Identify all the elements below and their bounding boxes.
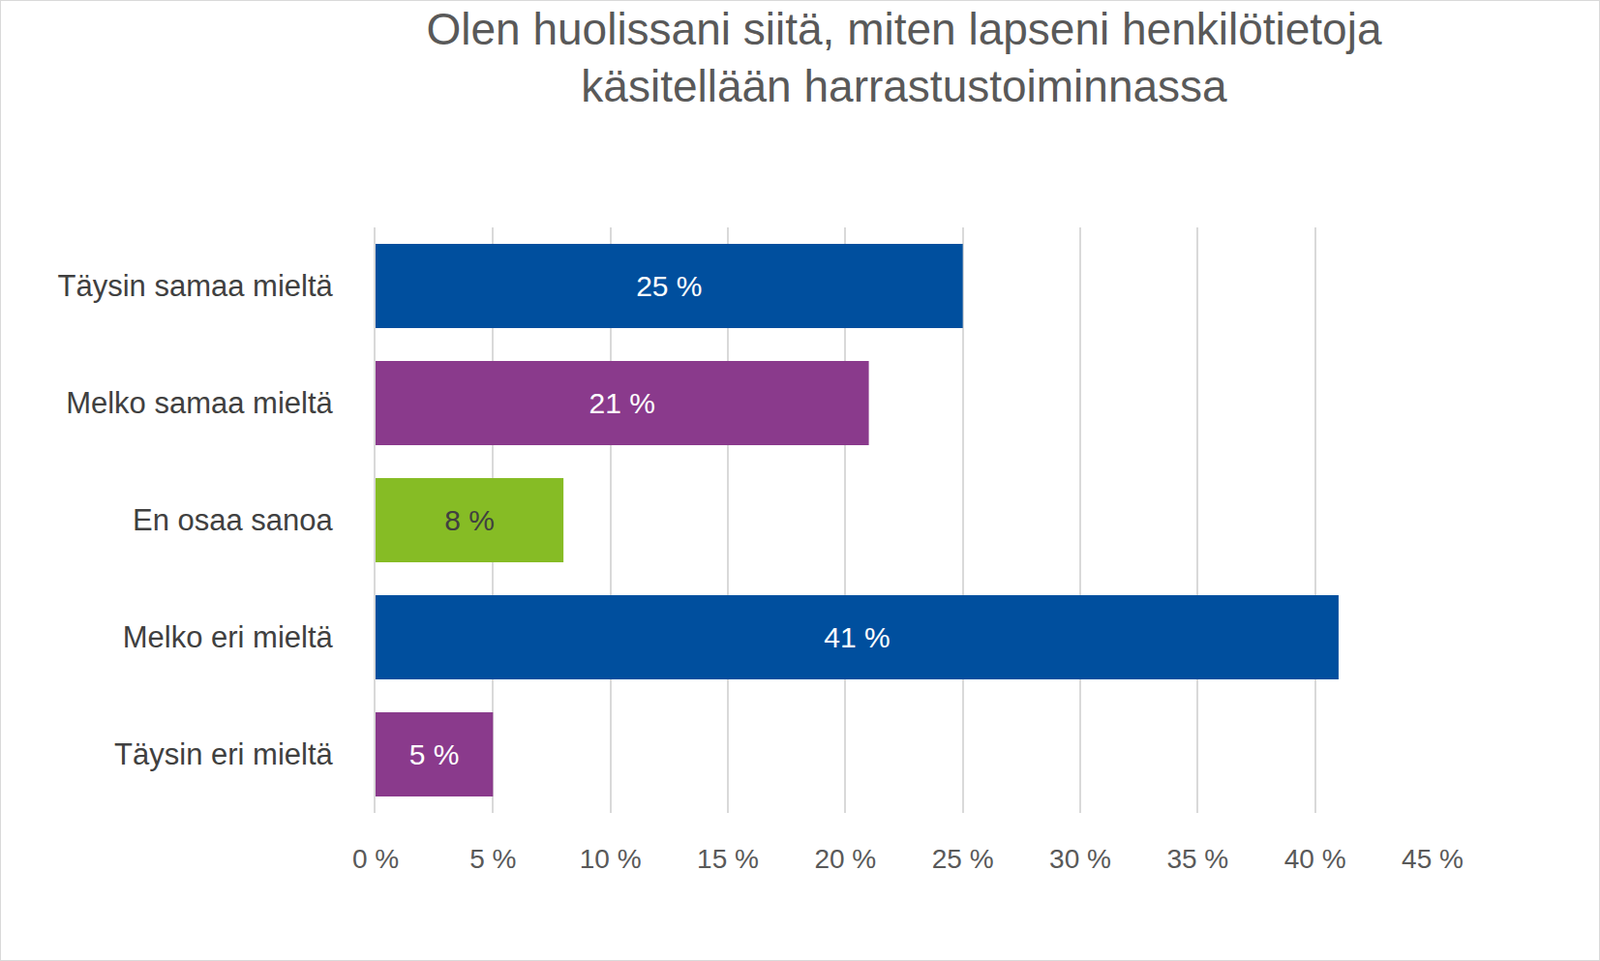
svg-text:Olen huolissani siitä, miten l: Olen huolissani siitä, miten lapseni hen…	[425, 3, 1382, 113]
svg-text:Melko samaa mieltä: Melko samaa mieltä	[65, 386, 333, 421]
svg-text:Täysin samaa mieltä: Täysin samaa mieltä	[58, 269, 334, 303]
svg-text:Melko eri mieltä: Melko eri mieltä	[122, 620, 334, 655]
svg-text:En osaa sanoa: En osaa sanoa	[132, 503, 334, 538]
svg-text:40 %: 40 %	[1284, 844, 1347, 875]
svg-text:15 %: 15 %	[696, 844, 759, 875]
svg-text:0 %: 0 %	[352, 844, 399, 875]
svg-text:10 %: 10 %	[579, 844, 642, 875]
svg-text:45 %: 45 %	[1401, 844, 1464, 875]
svg-text:5 %: 5 %	[469, 844, 516, 875]
svg-text:Täysin eri mieltä: Täysin eri mieltä	[114, 737, 333, 772]
svg-text:25 %: 25 %	[635, 270, 702, 302]
svg-text:8 %: 8 %	[444, 504, 495, 537]
svg-text:25 %: 25 %	[932, 844, 995, 875]
svg-text:21 %: 21 %	[589, 387, 656, 420]
svg-text:5 %: 5 %	[409, 738, 460, 771]
svg-text:30 %: 30 %	[1049, 844, 1112, 875]
svg-text:20 %: 20 %	[814, 844, 876, 875]
svg-text:35 %: 35 %	[1166, 844, 1229, 875]
svg-text:41 %: 41 %	[823, 621, 890, 654]
